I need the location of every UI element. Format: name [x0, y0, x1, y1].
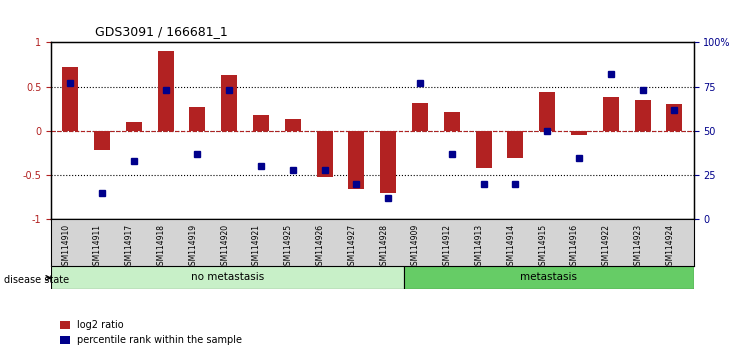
Text: GSM114910: GSM114910 — [61, 224, 70, 270]
Text: GSM114917: GSM114917 — [125, 224, 134, 270]
Bar — [221, 75, 237, 131]
Legend: log2 ratio, percentile rank within the sample: log2 ratio, percentile rank within the s… — [56, 316, 246, 349]
Bar — [158, 51, 174, 131]
Bar — [62, 67, 78, 131]
Bar — [444, 112, 460, 131]
Bar — [634, 100, 650, 131]
Text: GSM114926: GSM114926 — [315, 224, 325, 270]
Text: disease state: disease state — [4, 275, 69, 285]
Text: GSM114923: GSM114923 — [634, 224, 642, 270]
Text: GSM114925: GSM114925 — [284, 224, 293, 270]
Text: metastasis: metastasis — [520, 272, 577, 282]
Bar — [539, 92, 555, 131]
Bar — [94, 131, 110, 150]
Bar — [476, 131, 491, 168]
Bar — [253, 115, 269, 131]
Bar — [666, 104, 683, 131]
Bar — [603, 97, 619, 131]
Bar — [348, 131, 364, 188]
FancyBboxPatch shape — [51, 266, 404, 289]
Text: GSM114919: GSM114919 — [188, 224, 197, 270]
Bar — [412, 103, 428, 131]
Text: GSM114921: GSM114921 — [252, 224, 261, 270]
Bar — [380, 131, 396, 193]
Text: GSM114918: GSM114918 — [157, 224, 166, 270]
FancyBboxPatch shape — [404, 266, 694, 289]
Bar — [126, 122, 142, 131]
Text: GSM114924: GSM114924 — [666, 224, 675, 270]
Text: no metastasis: no metastasis — [191, 272, 264, 282]
Text: GSM114920: GSM114920 — [220, 224, 229, 270]
Bar — [285, 120, 301, 131]
Text: GSM114913: GSM114913 — [474, 224, 483, 270]
Text: GSM114911: GSM114911 — [93, 224, 102, 270]
Text: GSM114928: GSM114928 — [379, 224, 388, 270]
Text: GDS3091 / 166681_1: GDS3091 / 166681_1 — [95, 25, 228, 38]
Bar — [317, 131, 333, 177]
Bar — [190, 107, 205, 131]
Bar — [507, 131, 523, 158]
Text: GSM114922: GSM114922 — [602, 224, 611, 270]
Text: GSM114927: GSM114927 — [347, 224, 356, 270]
Text: GSM114915: GSM114915 — [538, 224, 548, 270]
Text: GSM114914: GSM114914 — [507, 224, 515, 270]
Text: GSM114916: GSM114916 — [570, 224, 579, 270]
Text: GSM114912: GSM114912 — [443, 224, 452, 270]
Bar — [571, 131, 587, 136]
Text: GSM114909: GSM114909 — [411, 224, 420, 270]
